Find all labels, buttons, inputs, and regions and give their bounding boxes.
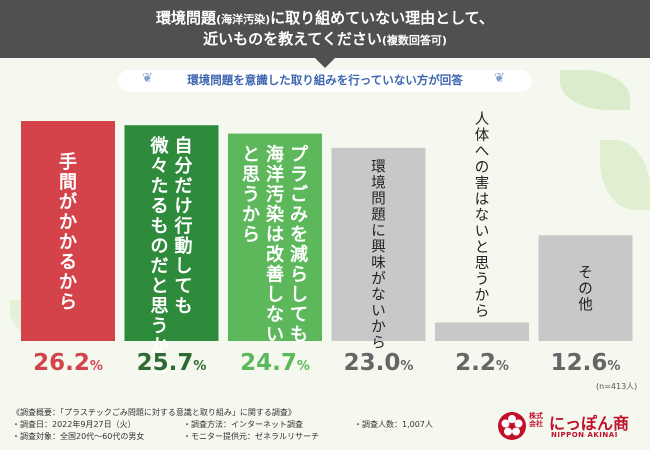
sprig-icon: ❦ (494, 71, 505, 86)
value-label: 24.7% (240, 350, 310, 376)
category-label: 手間がかかるから (59, 151, 77, 313)
bar (124, 125, 219, 341)
bar (538, 235, 633, 341)
flower-logo-icon (498, 412, 526, 440)
value-label: 26.2% (33, 350, 103, 376)
category-label: 自分だけ行動しても (174, 135, 193, 317)
chart-subtitle: 環境問題を意識した取り組みを行っていない方が回答 (187, 73, 463, 87)
title-text: に取り組めていない理由として、 (270, 9, 494, 27)
title-line-2: 近いものを教えてください(複数回答可) (0, 29, 650, 51)
category-label: と思うから (242, 145, 260, 246)
category-label: 人体への害はないと思うから (475, 111, 490, 320)
logo-name: にっぽん商 (549, 414, 630, 433)
bar (21, 121, 115, 341)
title-text: 近いものを教えてください (203, 30, 382, 48)
bar (435, 322, 529, 341)
logo-subtitle: NIPPON AKINAI (551, 431, 618, 439)
category-label: 環境問題に興味がないから (371, 159, 386, 351)
logo-small-text: 株式 (529, 412, 543, 420)
value-label: 25.7% (137, 350, 207, 376)
logo-company-type: 株式 会社 (529, 412, 543, 428)
category-label: その他 (578, 266, 593, 314)
bar (228, 133, 322, 341)
survey-summary-title: 《調査概要：「プラスチックごみ問題に対する意識と取り組み」に関する調査》 (12, 408, 296, 417)
title-text: 環境問題 (156, 9, 217, 27)
value-label: 2.2% (455, 350, 509, 376)
value-label: 23.0% (344, 350, 414, 376)
title-paren: (海洋汚染) (216, 13, 271, 26)
survey-count: ・調査人数：1,007人 (354, 420, 433, 429)
survey-provider: ・モニター提供元：ゼネラルリサーチ (183, 432, 319, 441)
title-line-1: 環境問題(海洋汚染)に取り組めていない理由として、 (0, 8, 650, 30)
logo-small-text: 会社 (529, 420, 543, 428)
header-notch (315, 58, 335, 68)
category-label: 微々たるものだと思うから (150, 135, 169, 377)
sample-size-note: (n=413人) (596, 382, 638, 391)
header-banner: 環境問題(海洋汚染)に取り組めていない理由として、 近いものを教えてください(複… (0, 0, 650, 58)
category-label: プラごみを減らしても (290, 144, 309, 346)
survey-date: ・調査日：2022年9月27日（火） (12, 420, 136, 429)
title-paren: (複数回答可) (381, 34, 447, 47)
survey-target: ・調査対象：全国20代～60代の男女 (12, 432, 145, 441)
category-label: 海洋汚染は改善しない (265, 144, 285, 346)
value-label: 12.6% (551, 350, 621, 376)
survey-method: ・調査方法：インターネット調査 (183, 420, 303, 429)
subtitle-band (118, 70, 532, 92)
bar (331, 147, 426, 341)
sprig-icon: ❦ (142, 71, 153, 86)
